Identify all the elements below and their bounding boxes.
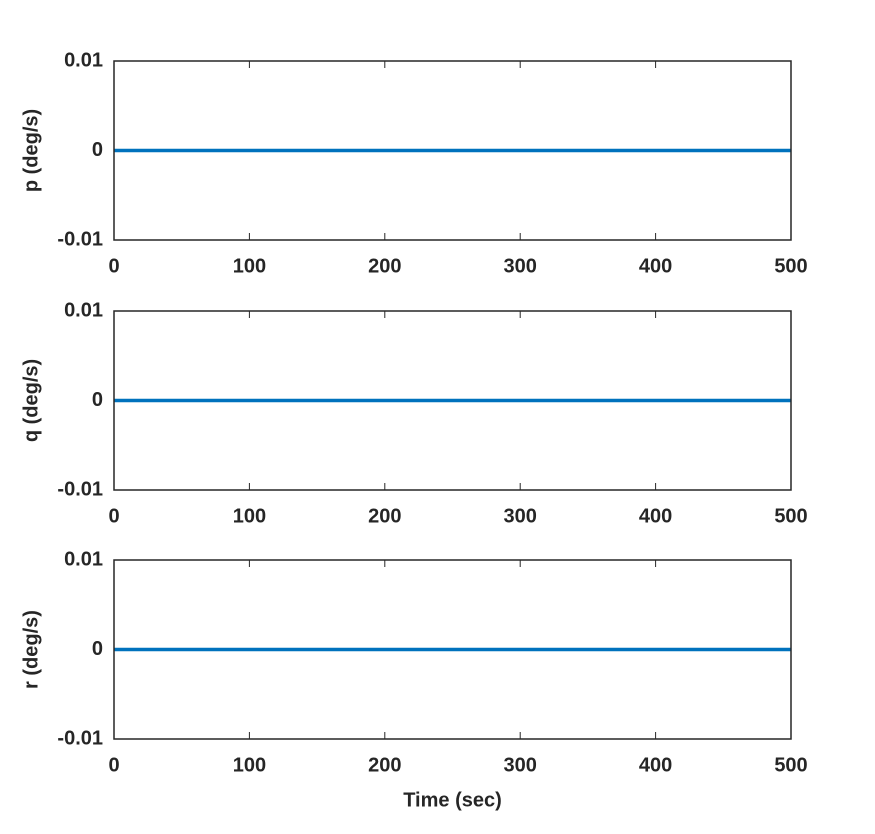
plot-frame bbox=[113, 310, 792, 491]
x-tick-label: 400 bbox=[639, 255, 672, 277]
y-axis-label: r (deg/s) bbox=[20, 610, 42, 689]
x-tick-label: 300 bbox=[504, 255, 537, 277]
x-tick-label: 500 bbox=[774, 255, 807, 277]
x-tick-label: 500 bbox=[774, 754, 807, 776]
y-tick-label: 0.01 bbox=[64, 49, 103, 71]
x-tick-label: 100 bbox=[233, 255, 266, 277]
y-tick-label: 0.01 bbox=[64, 548, 103, 570]
y-tick-label: 0 bbox=[92, 389, 103, 411]
x-tick-label: 0 bbox=[108, 505, 119, 527]
y-tick-label: -0.01 bbox=[57, 228, 103, 250]
y-tick-label: 0 bbox=[92, 638, 103, 660]
x-tick-label: 0 bbox=[108, 255, 119, 277]
x-tick-label: 300 bbox=[504, 505, 537, 527]
y-tick-label: 0 bbox=[92, 139, 103, 161]
x-tick-label: 200 bbox=[368, 255, 401, 277]
x-tick-label: 100 bbox=[233, 505, 266, 527]
y-tick-label: -0.01 bbox=[57, 478, 103, 500]
x-tick-label: 300 bbox=[504, 754, 537, 776]
y-axis-label: p (deg/s) bbox=[20, 109, 42, 192]
x-axis-label: Time (sec) bbox=[403, 789, 502, 811]
x-tick-label: 0 bbox=[108, 754, 119, 776]
x-tick-label: 400 bbox=[639, 754, 672, 776]
plot-frame bbox=[113, 559, 792, 740]
y-tick-label: 0.01 bbox=[64, 299, 103, 321]
x-tick-label: 400 bbox=[639, 505, 672, 527]
x-tick-label: 200 bbox=[368, 505, 401, 527]
x-tick-label: 100 bbox=[233, 754, 266, 776]
y-axis-label: q (deg/s) bbox=[20, 359, 42, 442]
x-tick-label: 200 bbox=[368, 754, 401, 776]
x-tick-label: 500 bbox=[774, 505, 807, 527]
plot-frame bbox=[113, 60, 792, 241]
y-tick-label: -0.01 bbox=[57, 727, 103, 749]
